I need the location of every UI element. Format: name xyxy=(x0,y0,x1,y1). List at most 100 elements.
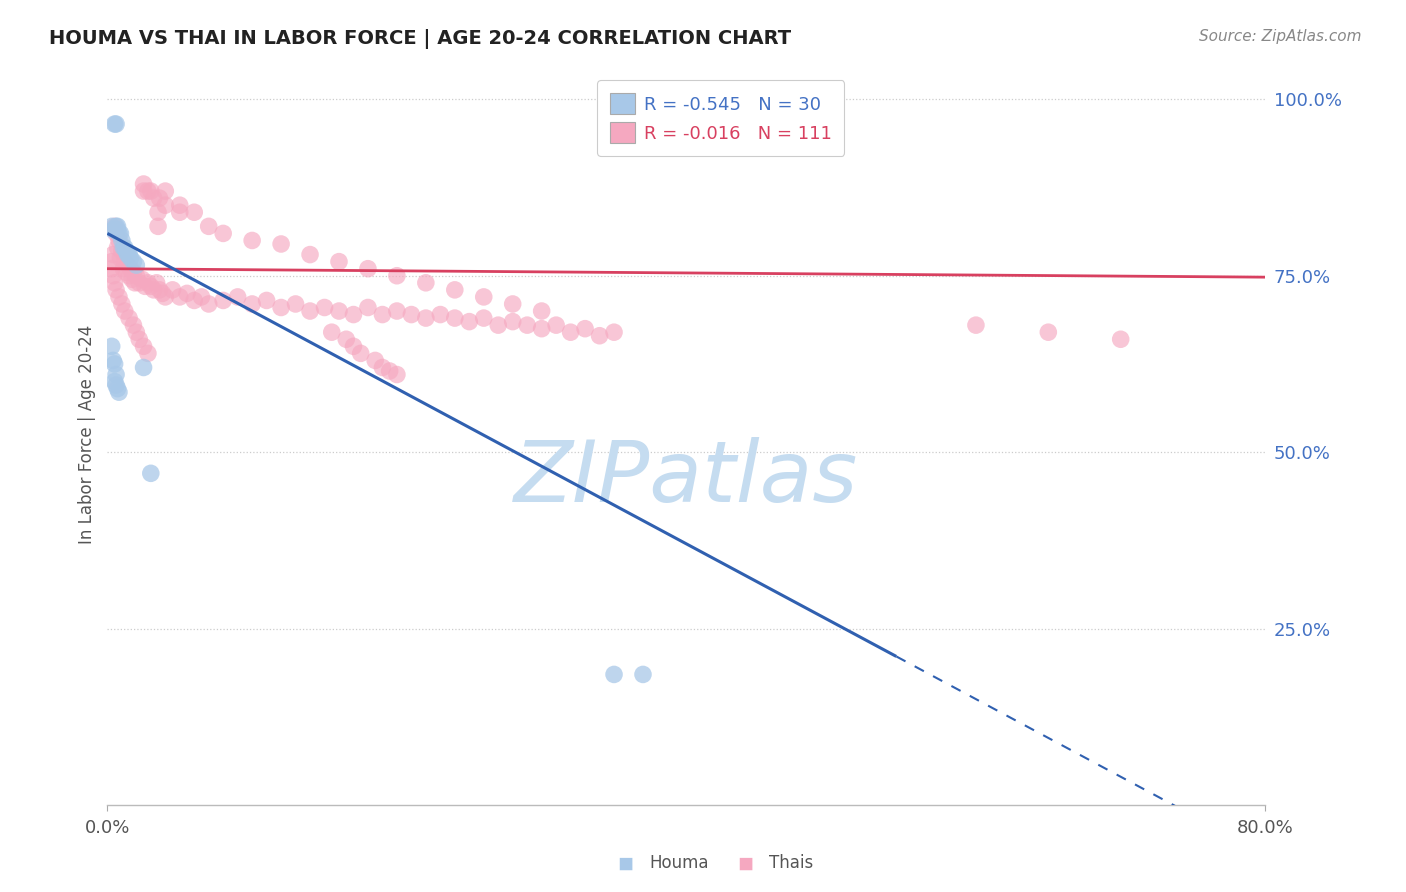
Point xyxy=(169,205,191,219)
Point xyxy=(328,254,350,268)
Point xyxy=(115,244,138,258)
Point xyxy=(120,251,142,265)
Point xyxy=(112,240,135,254)
Point xyxy=(378,364,401,378)
Point xyxy=(299,247,322,261)
Point xyxy=(146,219,169,234)
Point xyxy=(1038,325,1060,339)
Point xyxy=(240,234,263,248)
Point xyxy=(125,258,148,272)
Point xyxy=(371,308,394,322)
Point xyxy=(335,332,357,346)
Point xyxy=(110,227,132,241)
Text: Houma: Houma xyxy=(650,855,709,872)
Text: Source: ZipAtlas.com: Source: ZipAtlas.com xyxy=(1198,29,1361,45)
Point xyxy=(155,290,177,304)
Point xyxy=(169,290,191,304)
Point xyxy=(364,353,387,368)
Point xyxy=(118,247,141,261)
Point xyxy=(101,247,124,261)
Point xyxy=(443,311,465,326)
Point xyxy=(114,254,136,268)
Point xyxy=(139,279,162,293)
Point xyxy=(122,318,145,333)
Text: ◼: ◼ xyxy=(737,854,754,872)
Point xyxy=(631,667,654,681)
Point xyxy=(105,378,128,392)
Point xyxy=(385,268,408,283)
Point xyxy=(111,234,134,248)
Point xyxy=(115,265,138,279)
Point xyxy=(105,283,128,297)
Point xyxy=(110,251,132,265)
Point xyxy=(190,290,212,304)
Text: ZIPatlas: ZIPatlas xyxy=(515,437,859,520)
Point xyxy=(516,318,538,333)
Point xyxy=(284,297,307,311)
Point xyxy=(107,240,129,254)
Point xyxy=(458,315,481,329)
Point xyxy=(104,117,127,131)
Point xyxy=(139,467,162,481)
Point xyxy=(132,339,155,353)
Point xyxy=(443,283,465,297)
Point xyxy=(486,318,509,333)
Point xyxy=(105,227,128,241)
Point xyxy=(472,311,495,326)
Point xyxy=(148,283,170,297)
Point xyxy=(136,276,159,290)
Point xyxy=(603,667,626,681)
Point xyxy=(350,346,373,360)
Point xyxy=(328,304,350,318)
Point xyxy=(197,297,219,311)
Point xyxy=(108,234,131,248)
Point xyxy=(371,360,394,375)
Point xyxy=(146,205,169,219)
Point xyxy=(104,276,127,290)
Point xyxy=(122,265,145,279)
Point xyxy=(125,268,148,283)
Point xyxy=(104,219,127,234)
Point xyxy=(117,258,139,272)
Point xyxy=(965,318,987,333)
Point xyxy=(131,272,153,286)
Point xyxy=(142,191,165,205)
Point xyxy=(560,325,582,339)
Point xyxy=(502,315,524,329)
Point xyxy=(357,261,380,276)
Point xyxy=(139,184,162,198)
Point xyxy=(342,339,364,353)
Point xyxy=(128,276,150,290)
Point xyxy=(134,279,156,293)
Point xyxy=(117,247,139,261)
Point xyxy=(588,328,610,343)
Point xyxy=(1109,332,1132,346)
Point xyxy=(574,321,596,335)
Point xyxy=(226,290,249,304)
Point xyxy=(121,272,143,286)
Point xyxy=(176,286,198,301)
Point xyxy=(197,219,219,234)
Point xyxy=(472,290,495,304)
Point xyxy=(155,198,177,212)
Point xyxy=(100,339,122,353)
Point xyxy=(105,368,128,382)
Point xyxy=(530,304,553,318)
Point xyxy=(270,301,292,315)
Point xyxy=(546,318,568,333)
Point xyxy=(150,286,173,301)
Point xyxy=(145,276,167,290)
Point xyxy=(114,304,136,318)
Point xyxy=(100,261,122,276)
Point xyxy=(183,293,205,308)
Point xyxy=(101,353,124,368)
Point xyxy=(385,304,408,318)
Point xyxy=(314,301,336,315)
Y-axis label: In Labor Force | Age 20-24: In Labor Force | Age 20-24 xyxy=(79,325,96,544)
Point xyxy=(136,184,159,198)
Point xyxy=(108,290,131,304)
Point xyxy=(342,308,364,322)
Point xyxy=(107,382,129,396)
Point xyxy=(385,368,408,382)
Point xyxy=(162,283,184,297)
